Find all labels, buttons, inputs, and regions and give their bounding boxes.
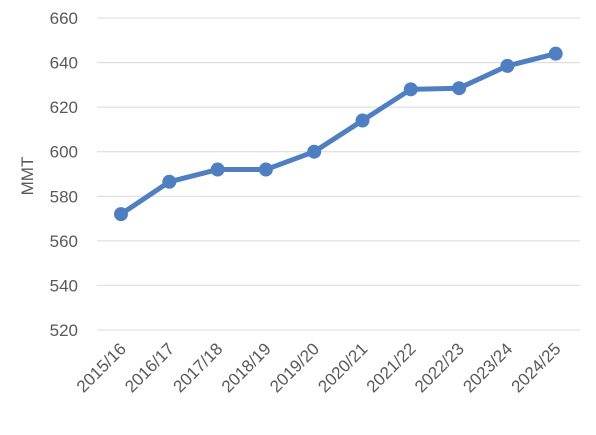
x-tick-label: 2015/16 [73,339,130,396]
x-tick-label: 2020/21 [314,339,371,396]
x-axis-tick-labels: 2015/162016/172017/182018/192019/202020/… [73,339,565,396]
x-tick-label: 2018/19 [218,339,275,396]
y-tick-label: 620 [50,98,78,117]
y-tick-label: 600 [50,143,78,162]
gridlines [97,17,580,331]
x-tick-label: 2022/23 [411,339,468,396]
data-point-2021/22 [403,82,418,97]
y-tick-label: 660 [50,9,78,28]
series-line [118,51,559,217]
data-point-2022/23 [452,81,467,96]
series-layer [114,46,563,222]
data-point-2024/25 [548,46,563,61]
data-point-2023/24 [500,58,515,73]
x-tick-label: 2016/17 [121,339,178,396]
x-tick-label: 2019/20 [266,339,323,396]
data-point-2018/19 [258,162,273,177]
data-point-2019/20 [307,144,322,159]
data-point-2020/21 [355,113,370,128]
y-tick-label: 640 [50,54,78,73]
data-point-2015/16 [114,207,128,222]
y-tick-label: 540 [50,276,78,295]
x-tick-label: 2024/25 [508,339,565,396]
x-tick-label: 2017/18 [170,339,227,396]
y-axis-tick-labels: 520 540 560 580 600 620 640 660 [50,9,78,340]
y-tick-label: 560 [50,232,78,251]
y-axis-label: MMT [18,157,37,196]
x-tick-label: 2021/22 [363,339,420,396]
data-point-2017/18 [210,162,225,177]
y-tick-label: 580 [50,187,78,206]
y-tick-label: 520 [50,321,78,340]
x-tick-label: 2023/24 [459,339,516,396]
data-point-2016/17 [162,174,177,189]
